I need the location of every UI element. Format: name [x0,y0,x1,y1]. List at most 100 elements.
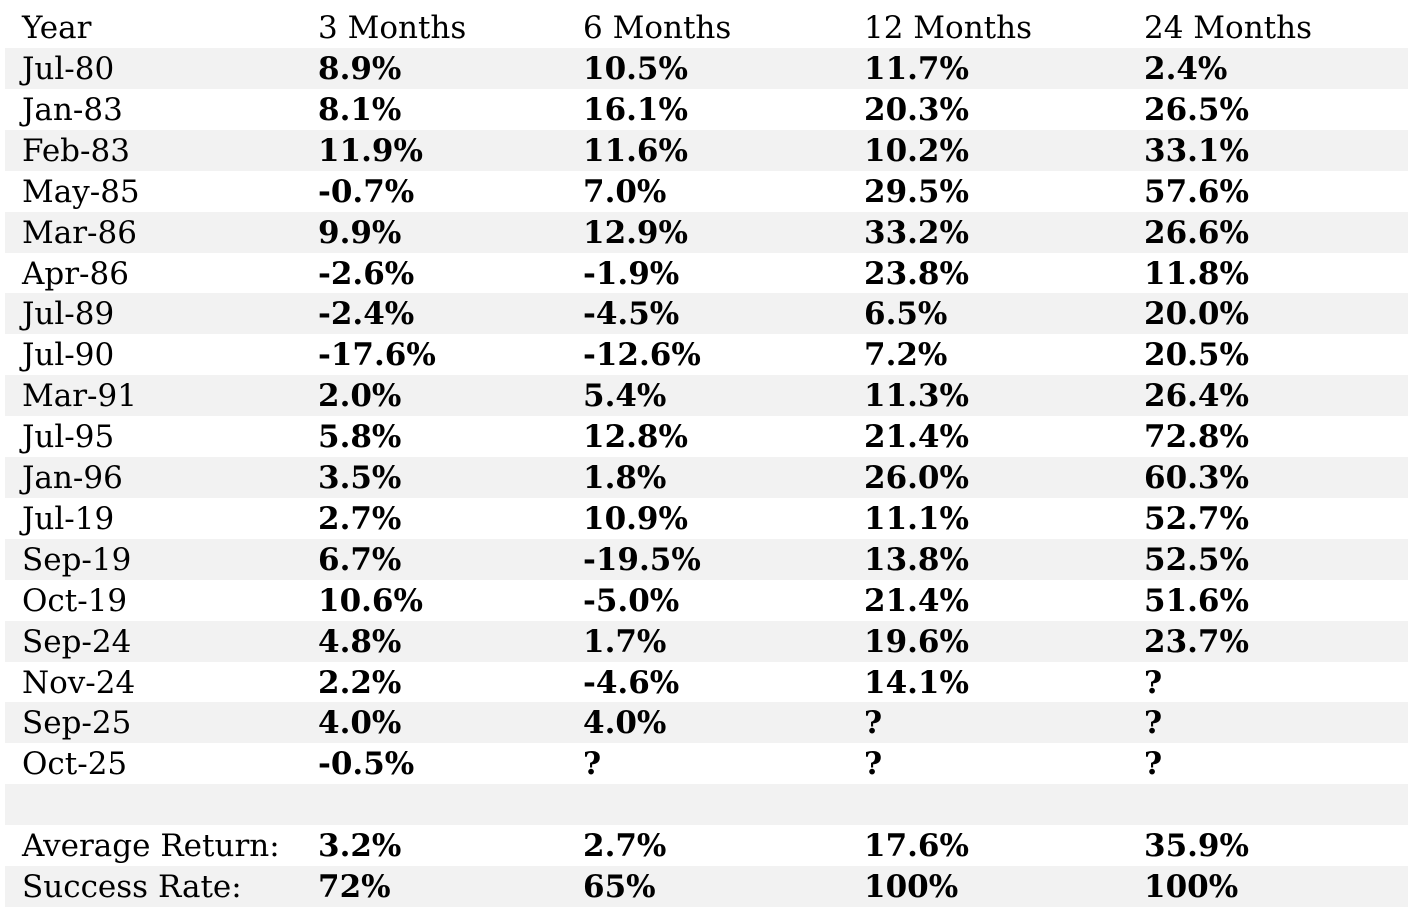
cell-value: 72.8% [1144,419,1249,456]
cell-value: 11.8% [1144,255,1249,292]
row-label: Mar-91 [22,378,137,415]
table-row: Jul-95 5.8% 12.8% 21.4% 72.8% [5,416,1408,457]
cell-value: 20.0% [1144,296,1249,333]
cell-value: -2.4% [318,296,415,333]
cell-value: 8.9% [318,51,402,87]
cell-value: 6.5% [864,296,948,333]
cell-value: ? [1144,746,1163,783]
table-row: Sep-19 6.7% -19.5% 13.8% 52.5% [5,538,1408,580]
column-header: Year [22,10,92,46]
cell-value: 4.0% [318,705,402,742]
cell-value: 65% [583,869,656,905]
row-label: Oct-19 [22,582,128,619]
row-label: Jul-19 [22,500,115,537]
cell-value: -2.6% [318,255,415,292]
cell-value: 33.2% [864,214,969,251]
table-row: May-85 -0.7% 7.0% 29.5% 57.6% [5,171,1408,212]
row-label: Jan-96 [22,460,123,496]
cell-value: 7.2% [864,337,948,374]
cell-value: 52.7% [1144,500,1249,537]
cell-value: 11.7% [864,51,969,87]
row-label: Jul-80 [22,51,115,87]
cell-value: 11.9% [318,132,423,169]
cell-value: 5.8% [318,419,402,456]
row-label: Apr-86 [22,255,129,292]
cell-value: 5.4% [583,378,667,415]
table-row: Jul-89 -2.4% -4.5% 6.5% 20.0% [5,293,1408,335]
table-row: Year 3 Months 6 Months 12 Months 24 Months [5,0,1408,48]
cell-value: 26.6% [1144,214,1249,251]
cell-value: 2.2% [318,664,402,701]
row-label: Sep-24 [22,623,132,660]
cell-value: -19.5% [583,541,701,578]
column-header: 6 Months [583,10,732,46]
cell-value: 23.7% [1144,623,1249,660]
cell-value: 23.8% [864,255,969,292]
cell-value: -5.0% [583,582,680,619]
cell-value: 1.7% [583,623,667,660]
cell-value: 19.6% [864,623,969,660]
row-label: May-85 [22,173,140,210]
table-row: Sep-25 4.0% 4.0%?? [5,702,1408,744]
column-header: 3 Months [318,10,467,46]
table-row: Mar-86 9.9% 12.9% 33.2% 26.6% [5,211,1408,253]
table-row: Feb-83 11.9% 11.6% 10.2% 33.1% [5,129,1408,171]
spacer-row [5,784,1408,826]
cell-value: 8.1% [318,91,402,128]
cell-value: 13.8% [864,541,969,578]
cell-value: 7.0% [583,173,667,210]
cell-value: 10.9% [583,500,688,537]
cell-value: 33.1% [1144,132,1249,169]
cell-value: 11.6% [583,132,688,169]
cell-value: ? [583,746,602,783]
table-row: Jan-96 3.5% 1.8% 26.0% 60.3% [5,457,1408,498]
cell-value: 51.6% [1144,582,1249,619]
cell-value: 11.3% [864,378,969,415]
cell-value: 29.5% [864,173,969,210]
cell-value: ? [1144,664,1163,701]
cell-value: 4.0% [583,705,667,742]
cell-value: 14.1% [864,664,969,701]
cell-value: 26.0% [864,460,969,496]
row-label: Oct-25 [22,746,128,783]
table-row: Nov-24 2.2% -4.6% 14.1%? [5,662,1408,703]
cell-value: 16.1% [583,91,688,128]
row-label: Mar-86 [22,214,137,251]
table-row: Average Return: 3.2% 2.7% 17.6% 35.9% [5,825,1408,866]
row-label: Average Return: [22,828,280,865]
cell-value: 2.7% [583,828,667,865]
cell-value: 2.0% [318,378,402,415]
cell-value: 60.3% [1144,460,1249,496]
table-row: Oct-19 10.6% -5.0% 21.4% 51.6% [5,580,1408,621]
cell-value: -1.9% [583,255,680,292]
row-label: Nov-24 [22,664,136,701]
table-row: Apr-86 -2.6% -1.9% 23.8% 11.8% [5,253,1408,294]
cell-value: -12.6% [583,337,701,374]
cell-value: 10.6% [318,582,423,619]
cell-value: ? [864,746,883,783]
row-label: Feb-83 [22,132,130,169]
cell-value: 26.5% [1144,91,1249,128]
cell-value: 20.5% [1144,337,1249,374]
cell-value: 1.8% [583,460,667,496]
row-label: Success Rate: [22,869,242,905]
cell-value: 52.5% [1144,541,1249,578]
row-label: Sep-25 [22,705,132,742]
cell-value: ? [864,705,883,742]
row-label: Jul-95 [22,419,115,456]
column-header: 12 Months [864,10,1033,46]
row-label: Sep-19 [22,541,132,578]
table-row: Jul-80 8.9% 10.5% 11.7% 2.4% [5,48,1408,89]
cell-value: 4.8% [318,623,402,660]
cell-value: 57.6% [1144,173,1249,210]
cell-value: -4.5% [583,296,680,333]
cell-value: 3.2% [318,828,402,865]
cell-value: 10.2% [864,132,969,169]
cell-value: 10.5% [583,51,688,87]
table-row: Jan-83 8.1% 16.1% 20.3% 26.5% [5,89,1408,130]
table-row: Jul-90 -17.6% -12.6% 7.2% 20.5% [5,334,1408,375]
cell-value: 11.1% [864,500,969,537]
cell-value: 17.6% [864,828,969,865]
cell-value: -17.6% [318,337,436,374]
